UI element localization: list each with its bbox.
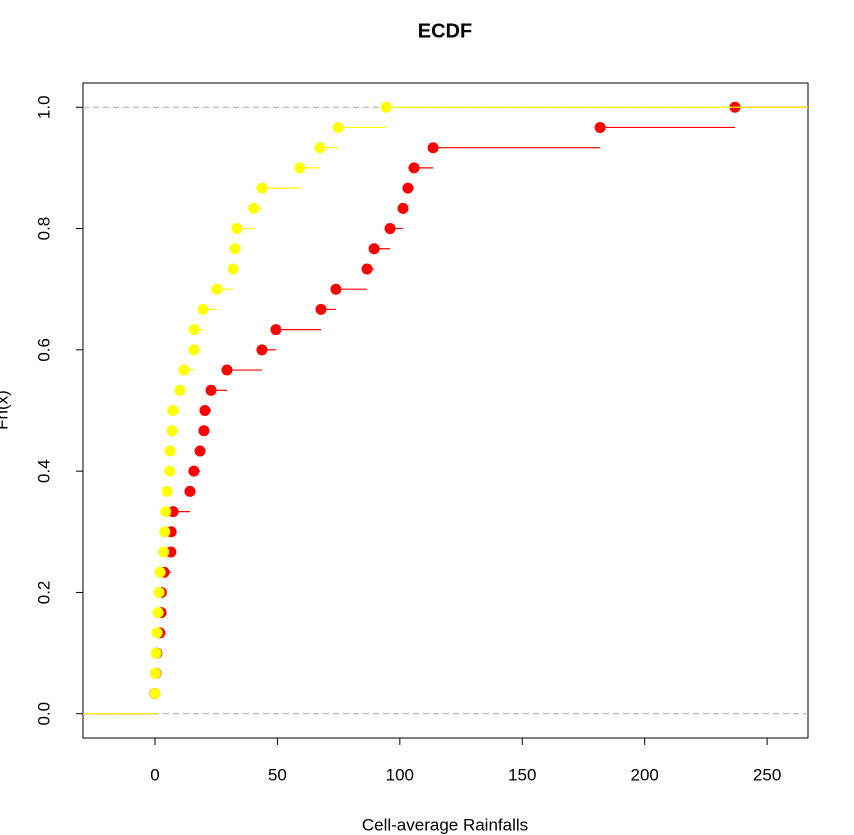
point <box>229 243 241 255</box>
point <box>150 647 162 659</box>
point <box>178 364 190 376</box>
point <box>380 101 392 113</box>
y-tick-label: 0.2 <box>34 581 53 605</box>
point <box>164 445 176 457</box>
point <box>166 425 178 437</box>
point <box>211 283 223 295</box>
point <box>330 283 342 295</box>
point <box>368 243 380 255</box>
y-axis-label: Fn(x) <box>0 390 11 430</box>
point <box>159 526 171 538</box>
y-tick-label: 0.4 <box>34 459 53 483</box>
point <box>332 121 344 133</box>
x-tick-label: 0 <box>150 765 159 784</box>
point <box>154 566 166 578</box>
x-tick-label: 250 <box>753 765 781 784</box>
point <box>221 364 233 376</box>
point <box>384 223 396 235</box>
x-axis-label: Cell-average Rainfalls <box>362 815 528 834</box>
point <box>164 465 176 477</box>
point <box>158 546 170 558</box>
point <box>160 506 172 518</box>
point <box>314 142 326 154</box>
point <box>205 384 217 396</box>
point <box>188 344 200 356</box>
point <box>149 667 161 679</box>
point <box>174 384 186 396</box>
point <box>397 202 409 214</box>
y-tick-label: 0.6 <box>34 338 53 362</box>
x-tick-label: 150 <box>508 765 536 784</box>
point <box>361 263 373 275</box>
point <box>402 182 414 194</box>
point <box>188 465 200 477</box>
point <box>194 445 206 457</box>
point <box>294 162 306 174</box>
chart-title: ECDF <box>418 20 472 42</box>
y-tick-label: 0.0 <box>34 702 53 726</box>
x-tick-label: 100 <box>386 765 414 784</box>
point <box>152 607 164 619</box>
point <box>161 485 173 497</box>
point <box>167 405 179 416</box>
point <box>231 223 243 235</box>
point <box>151 627 163 639</box>
point <box>594 121 606 133</box>
x-tick-label: 50 <box>268 765 287 784</box>
point <box>270 324 282 336</box>
point <box>149 688 161 700</box>
point <box>256 344 268 356</box>
point <box>153 586 165 598</box>
point <box>198 425 210 437</box>
point <box>197 303 209 315</box>
point <box>227 263 239 275</box>
y-tick-label: 0.8 <box>34 217 53 241</box>
point <box>248 202 260 214</box>
point <box>184 485 196 497</box>
point <box>188 324 200 336</box>
y-tick-label: 1.0 <box>34 95 53 119</box>
x-tick-label: 200 <box>630 765 658 784</box>
plot-frame <box>82 82 809 739</box>
point <box>256 182 268 194</box>
point <box>199 405 211 416</box>
point <box>427 142 439 154</box>
point <box>315 303 327 315</box>
point <box>408 162 420 174</box>
